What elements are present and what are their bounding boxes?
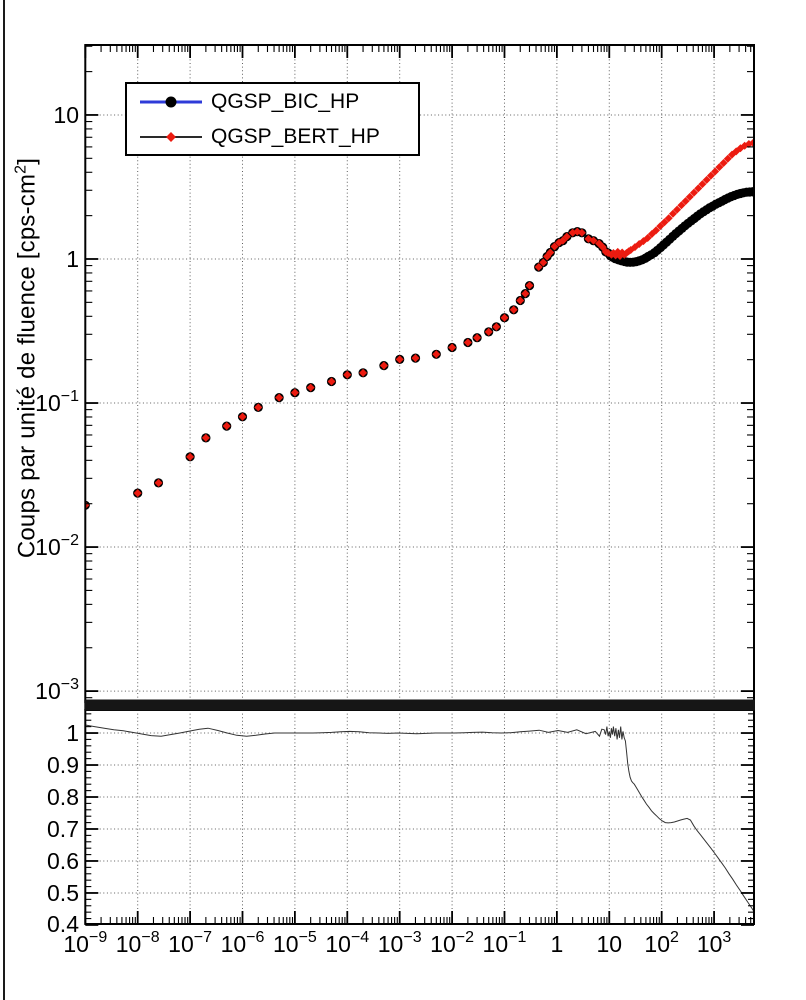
series-qgsp-bert-hp [85,138,755,510]
svg-text:10−2: 10−2 [430,929,474,957]
tick-labels: 10−9 10−8 10−7 10−6 10−5 10−4 10−3 10−2 10−1 1 10 1… [35,102,731,957]
main-series [85,138,755,510]
svg-text:102: 102 [644,929,679,957]
y-axis-title: Coups par unité de fluence [cps-cm2] [13,158,42,558]
legend-entry-bert: QGSP_BERT_HP [127,120,418,153]
axis-ticks [84,45,754,926]
svg-text:0.4: 0.4 [47,911,79,937]
ratio-curve [85,724,755,912]
svg-text:10−6: 10−6 [221,929,265,957]
legend-box: QGSP_BIC_HP QGSP_BERT_HP [125,82,420,156]
svg-text:10: 10 [53,102,79,128]
canvas-left-border [3,0,5,1000]
series-qgsp-bic-hp [85,187,755,510]
legend-label-bic: QGSP_BIC_HP [211,89,360,113]
svg-text:10−1: 10−1 [483,929,527,957]
svg-text:0.8: 0.8 [47,784,79,810]
svg-text:10−3: 10−3 [35,676,79,704]
legend-label-bert: QGSP_BERT_HP [211,124,380,148]
circle-marker-icon [165,96,177,107]
svg-text:10−7: 10−7 [168,929,212,957]
gridlines [85,45,754,924]
svg-text:10−5: 10−5 [273,929,317,957]
svg-text:0.5: 0.5 [47,880,79,906]
svg-text:10−2: 10−2 [35,532,79,560]
svg-text:10−9: 10−9 [63,929,107,957]
svg-text:103: 103 [697,929,732,957]
frames [84,44,756,925]
svg-text:1: 1 [66,246,79,272]
svg-text:10−3: 10−3 [378,929,422,957]
svg-text:0.7: 0.7 [47,816,79,842]
legend-entry-bic: QGSP_BIC_HP [127,85,418,118]
svg-text:10−8: 10−8 [116,929,160,957]
svg-text:10−1: 10−1 [35,388,79,416]
svg-text:10−4: 10−4 [325,929,369,957]
legend-sample-bert [140,129,202,145]
svg-text:0.9: 0.9 [47,752,79,778]
svg-text:1: 1 [550,931,563,957]
svg-text:0.6: 0.6 [47,848,79,874]
y-axis-title-superscript: 2 [12,164,30,174]
diamond-marker-icon [166,131,176,142]
svg-text:10: 10 [596,931,622,957]
y-axis-title-text: Coups par unité de fluence [cps-cm [13,173,41,559]
y-axis-title-close: ] [13,157,41,165]
svg-text:1: 1 [66,720,79,746]
legend-sample-bic [140,94,202,110]
